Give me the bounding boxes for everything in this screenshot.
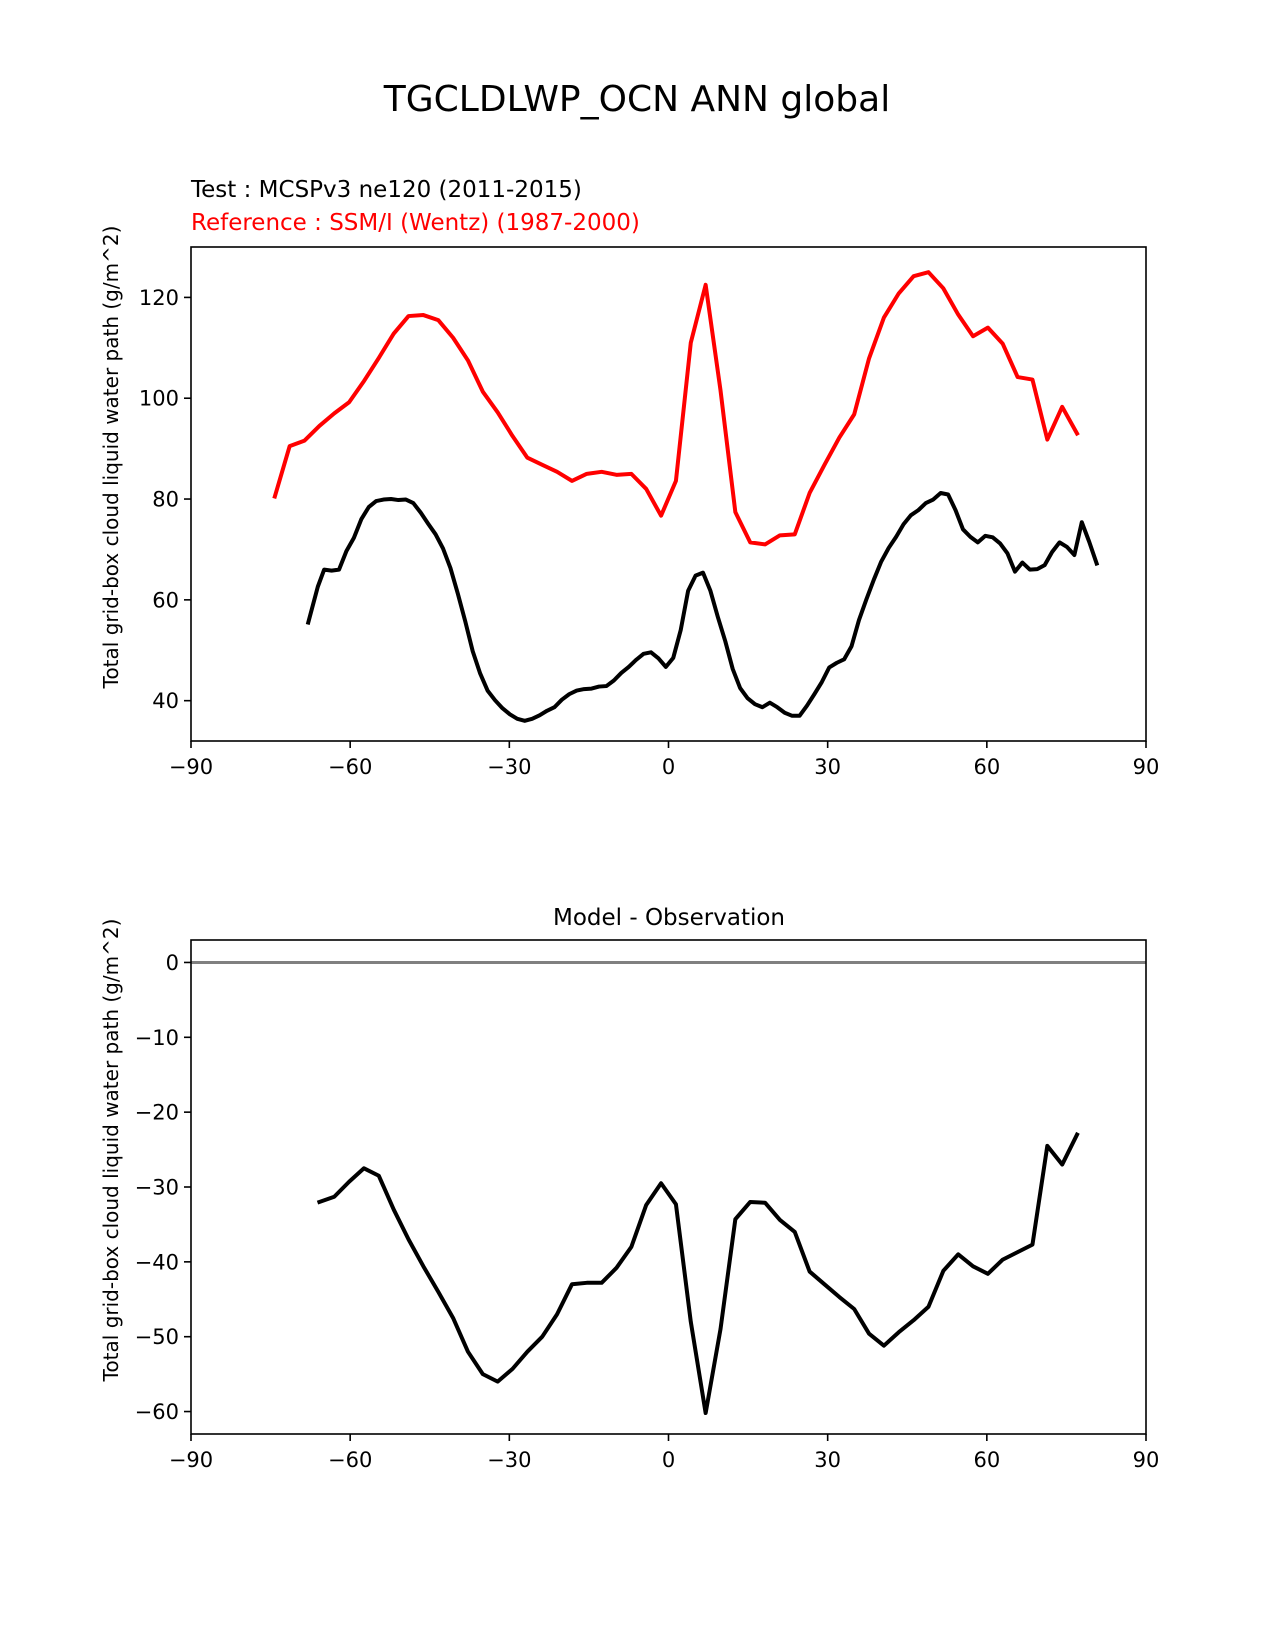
bottom-x-tick-label: −30 [487,1448,531,1472]
top-y-axis-label: Total grid-box cloud liquid water path (… [99,226,123,690]
bottom-x-tick-label: 30 [814,1448,841,1472]
bottom-x-tick-label: 60 [973,1448,1000,1472]
bottom-x-tick-label: 90 [1133,1448,1160,1472]
bottom-x-tick-label: 0 [662,1448,675,1472]
bottom-y-tick-label: −40 [135,1250,179,1274]
top-panel: Test : MCSPv3 ne120 (2011-2015) Referenc… [99,177,1159,779]
bottom-subtitle: Model - Observation [553,905,785,931]
top-x-tick-label: 30 [814,755,841,779]
top-y-tick-label: 60 [152,588,179,612]
bottom-panel: Model - Observation Total grid-box cloud… [99,905,1159,1472]
top-x-tick-label: −60 [328,755,372,779]
bottom-plot-area: −90 −60 −30 0 30 60 90 0 −10 −20 −30 −40 −50 −60 [135,939,1160,1472]
top-x-tick-label: −90 [169,755,213,779]
test-subtitle: Test : MCSPv3 ne120 (2011-2015) [190,177,582,203]
top-y-tick-label: 120 [139,286,179,310]
top-y-tick-label: 80 [152,488,179,512]
top-x-tick-label: −30 [487,755,531,779]
figure-title: TGCLDLWP_OCN ANN global [383,79,890,120]
top-x-tick-label: 0 [662,755,675,779]
bottom-y-tick-label: −20 [135,1101,179,1125]
bottom-y-tick-label: −60 [135,1400,179,1424]
bottom-frame [190,939,1147,1435]
bottom-y-axis-label: Total grid-box cloud liquid water path (… [99,919,123,1383]
bottom-y-tick-label: 0 [166,951,179,975]
top-reference-line [272,270,1080,547]
top-test-line [305,490,1100,723]
bottom-y-tick-label: −50 [135,1325,179,1349]
reference-subtitle: Reference : SSM/I (Wentz) (1987-2000) [191,210,640,236]
top-plot-area: −90 −60 −30 0 30 60 90 40 60 80 100 120 [139,246,1160,779]
top-y-tick-label: 40 [152,689,179,713]
bottom-y-tick-label: −10 [135,1026,179,1050]
top-x-tick-label: 60 [973,755,1000,779]
bottom-y-tick-label: −30 [135,1176,179,1200]
top-x-tick-label: 90 [1133,755,1160,779]
bottom-x-tick-label: −90 [169,1448,213,1472]
bottom-difference-line [316,1131,1080,1416]
top-y-tick-label: 100 [139,387,179,411]
bottom-x-tick-label: −60 [328,1448,372,1472]
